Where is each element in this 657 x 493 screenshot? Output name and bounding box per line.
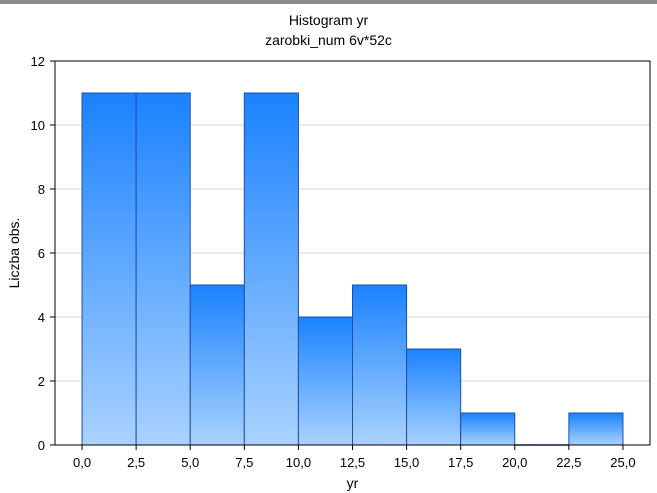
histogram-bar [406,348,462,446]
x-tick-label: 15,0 [394,455,419,470]
chart-subtitle: zarobki_num 6v*52c [265,32,392,48]
x-tick-label: 20,0 [502,455,527,470]
y-tick-label: 6 [38,246,45,261]
histogram-bar [81,92,137,446]
ticks: 0 2 4 6 8 10 12 0,0 2,5 5,0 7,5 10,0 12,5 15,0 17,5 20,… [31,54,636,470]
y-tick-label: 8 [38,182,45,197]
window-top-border [0,0,657,4]
histogram-bar [297,316,353,446]
y-tick-label: 10 [31,118,45,133]
x-tick-label: 5,0 [181,455,199,470]
histogram-bar [568,412,624,446]
y-axis-label: Liczba obs. [6,218,22,289]
y-tick-label: 2 [38,374,45,389]
y-tick-label: 0 [38,438,45,453]
x-tick-label: 7,5 [235,455,253,470]
x-tick-label: 25,0 [610,455,635,470]
histogram-bar [352,284,408,446]
x-tick-label: 12,5 [340,455,365,470]
histogram-bar [189,284,245,446]
y-tick-label: 12 [31,54,45,69]
histogram-bar [135,92,191,446]
histogram-bar [243,92,299,446]
chart-title: Histogram yr [288,12,369,28]
x-tick-label: 17,5 [448,455,473,470]
x-tick-label: 2,5 [127,455,145,470]
histogram-bar [460,412,516,446]
y-tick-label: 4 [38,310,45,325]
x-tick-label: 0,0 [73,455,91,470]
x-tick-label: 10,0 [286,455,311,470]
x-tick-label: 22,5 [556,455,581,470]
x-axis-label: yr [347,475,359,491]
bars [81,92,624,446]
